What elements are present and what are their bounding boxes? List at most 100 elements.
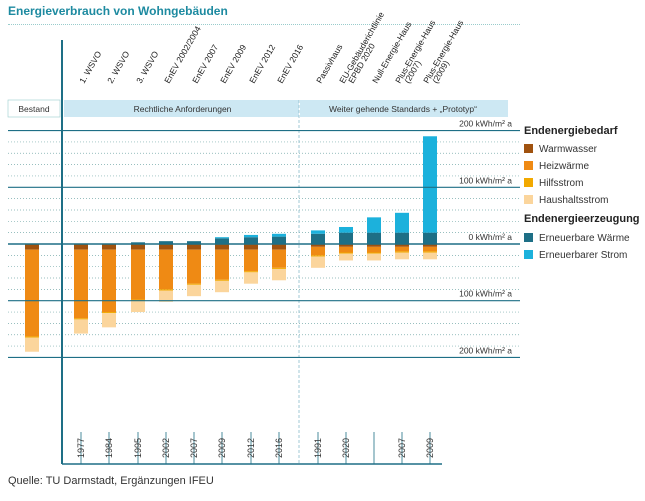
x-tick-label: 2016 — [274, 438, 284, 458]
legend-label: Heizwärme — [539, 161, 590, 172]
bar-segment-hilfsstrom — [215, 279, 229, 281]
legend-label: Warmwasser — [539, 144, 597, 155]
bar-segment-erneuerbarer-strom — [367, 217, 381, 233]
bar-segment-warmwasser — [215, 244, 229, 250]
bar-segment-haushaltsstrom — [272, 268, 286, 281]
legend-item: Erneuerbare Wärme — [524, 233, 630, 245]
bar-segment-heizwärme — [244, 249, 258, 272]
y-tick-label: 0 kWh/m² a — [469, 232, 513, 242]
band-rechtlich — [64, 100, 299, 117]
standard-label: EnEV 2016 — [275, 43, 305, 85]
bar-segment-heizwärme — [311, 246, 325, 256]
bar-segment-erneuerbare-wärme — [131, 242, 145, 244]
x-tick-label: 1977 — [76, 438, 86, 458]
bar-segment-heizwärme — [423, 246, 437, 252]
bar-segment-haushaltsstrom — [311, 256, 325, 268]
bar-segment-warmwasser — [244, 244, 258, 250]
legend-header: Endenergieerzeugung — [524, 213, 640, 225]
y-tick-label: 100 kWh/m² a — [459, 175, 512, 185]
bar-segment-hilfsstrom — [423, 251, 437, 253]
x-tick-label: 2009 — [217, 438, 227, 458]
bar-segment-haushaltsstrom — [187, 284, 201, 297]
bar-segment-erneuerbare-wärme — [423, 232, 437, 244]
bar-segment-hilfsstrom — [339, 252, 353, 254]
legend-swatch — [524, 250, 533, 259]
bar-segment-hilfsstrom — [244, 271, 258, 273]
legend-label: Hilfsstrom — [539, 178, 584, 189]
bar-segment-hilfsstrom — [311, 255, 325, 257]
bar-segment-erneuerbare-wärme — [244, 237, 258, 244]
bar-segment-hilfsstrom — [74, 318, 88, 320]
bar-segment-warmwasser — [311, 244, 325, 247]
standard-label: EnEV 2012 — [247, 43, 277, 85]
bar-segment-erneuerbarer-strom — [311, 230, 325, 234]
bar-segment-hilfsstrom — [25, 336, 39, 338]
bar-segment-hilfsstrom — [102, 312, 116, 314]
standard-label: EnEV 2009 — [218, 43, 248, 85]
legend-swatch — [524, 161, 533, 170]
bar-segment-erneuerbare-wärme — [159, 241, 173, 244]
bar-segment-haushaltsstrom — [102, 313, 116, 328]
bar-segment-heizwärme — [187, 249, 201, 284]
bar-segment-haushaltsstrom — [159, 290, 173, 302]
legend-label: Erneuerbarer Strom — [539, 250, 628, 261]
legend-label: Erneuerbare Wärme — [539, 233, 630, 244]
bar-segment-heizwärme — [215, 249, 229, 280]
x-tick-label: 1995 — [133, 438, 143, 458]
bar-segment-haushaltsstrom — [423, 252, 437, 260]
bar-segment-erneuerbarer-strom — [423, 136, 437, 233]
bar-segment-haushaltsstrom — [395, 252, 409, 260]
bar-segment-erneuerbarer-strom — [215, 237, 229, 239]
bar-segment-hilfsstrom — [187, 283, 201, 285]
bar-segment-erneuerbare-wärme — [367, 232, 381, 244]
section-label-bestand: Bestand — [18, 104, 49, 114]
bar-segment-erneuerbarer-strom — [339, 226, 353, 233]
bar-segment-warmwasser — [102, 244, 116, 250]
bar-segment-erneuerbarer-strom — [395, 212, 409, 233]
bar-segment-hilfsstrom — [367, 252, 381, 254]
legend-header: Endenergiebedarf — [524, 125, 618, 137]
standard-label: 3. WSVO — [134, 49, 161, 85]
bar-segment-warmwasser — [131, 244, 145, 250]
bar-segment-haushaltsstrom — [339, 253, 353, 261]
legend-swatch — [524, 178, 533, 187]
bar-segment-warmwasser — [423, 244, 437, 247]
bar-segment-warmwasser — [395, 244, 409, 247]
bar-segment-warmwasser — [74, 244, 88, 250]
bar-segment-warmwasser — [272, 244, 286, 250]
bar-segment-haushaltsstrom — [215, 280, 229, 293]
legend-item: Warmwasser — [524, 144, 597, 156]
x-tick-label: 2007 — [397, 438, 407, 458]
bar-segment-erneuerbare-wärme — [311, 233, 325, 244]
title-divider — [8, 24, 520, 25]
standard-label: 1. WSVO — [77, 49, 104, 85]
x-tick-label: 2007 — [189, 438, 199, 458]
x-tick-label: 2012 — [246, 438, 256, 458]
x-tick-label: 1991 — [313, 438, 323, 458]
bar-segment-erneuerbarer-strom — [244, 234, 258, 238]
bar-segment-warmwasser — [25, 244, 39, 250]
bar-segment-haushaltsstrom — [74, 319, 88, 334]
legend-swatch — [524, 233, 533, 242]
bar-segment-heizwärme — [339, 246, 353, 253]
legend-label: Haushaltsstrom — [539, 195, 609, 206]
bar-segment-warmwasser — [367, 244, 381, 247]
legend-item: Hilfsstrom — [524, 178, 583, 190]
bar-segment-heizwärme — [367, 246, 381, 253]
bar-segment-warmwasser — [187, 244, 201, 250]
bar-segment-haushaltsstrom — [367, 253, 381, 261]
x-tick-label: 1984 — [104, 438, 114, 458]
bar-segment-heizwärme — [159, 249, 173, 290]
x-tick-label: 2020 — [341, 438, 351, 458]
bar-segment-haushaltsstrom — [244, 272, 258, 284]
bar-segment-erneuerbare-wärme — [395, 232, 409, 244]
bar-segment-warmwasser — [339, 244, 353, 247]
bar-segment-heizwärme — [25, 249, 39, 337]
x-tick-label: 2002 — [161, 438, 171, 458]
bar-segment-hilfsstrom — [272, 267, 286, 269]
source-note: Quelle: TU Darmstadt, Ergänzungen IFEU — [8, 475, 214, 487]
bar-segment-haushaltsstrom — [131, 300, 145, 313]
y-tick-label: 100 kWh/m² a — [459, 289, 512, 299]
bar-segment-heizwärme — [74, 249, 88, 319]
